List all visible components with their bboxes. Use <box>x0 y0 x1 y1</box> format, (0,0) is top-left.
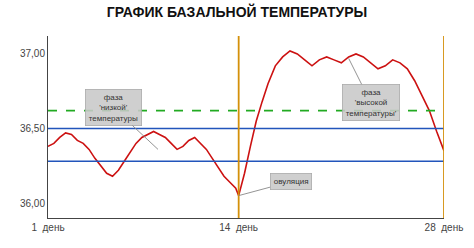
svg-text:14 день: 14 день <box>219 222 258 233</box>
svg-text:28 день: 28 день <box>425 222 464 233</box>
svg-text:фаза'низкой'температуры: фаза'низкой'температуры <box>89 93 138 123</box>
svg-text:37,00: 37,00 <box>20 48 45 59</box>
svg-text:1 день: 1 день <box>31 222 64 233</box>
svg-text:36,50: 36,50 <box>20 123 45 134</box>
svg-text:овуляция: овуляция <box>274 177 309 186</box>
svg-text:фаза'высокойтемпературы': фаза'высокойтемпературы' <box>346 88 397 118</box>
svg-text:ГРАФИК БАЗАЛЬНОЙ ТЕМПЕРАТУРЫ: ГРАФИК БАЗАЛЬНОЙ ТЕМПЕРАТУРЫ <box>107 3 368 20</box>
svg-text:36,00: 36,00 <box>20 198 45 209</box>
